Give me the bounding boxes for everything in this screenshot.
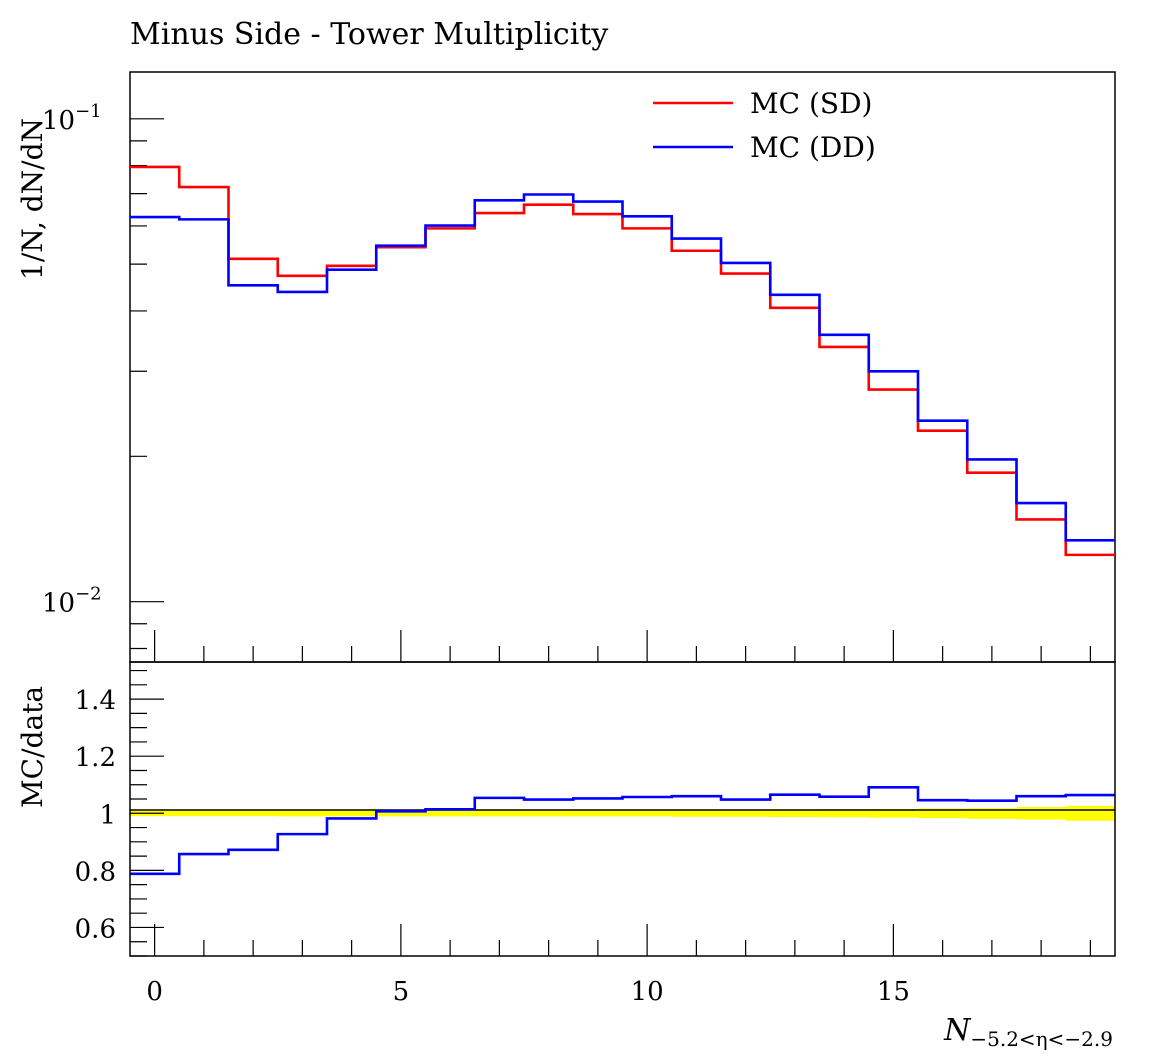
main-y-tick-exp: −2 bbox=[75, 584, 102, 605]
x-tick-label-0: 0 bbox=[146, 977, 163, 1007]
main-series bbox=[130, 165, 1115, 557]
ratio-y-axis-label: MC/data bbox=[16, 686, 49, 808]
ratio-band-area bbox=[130, 805, 1115, 821]
main-y-tick-label-1: 10−2 bbox=[42, 584, 102, 619]
ratio-series bbox=[130, 786, 1115, 876]
ratio-y-tick-label-1.2: 1.2 bbox=[75, 743, 116, 773]
main-y-tick-base: 10 bbox=[42, 106, 75, 136]
ratio-x-ticks bbox=[154, 924, 1091, 956]
main-y-tick-base: 10 bbox=[42, 589, 75, 619]
main-plot-frame bbox=[129, 71, 1116, 663]
legend-label-1: MC (DD) bbox=[750, 131, 876, 164]
ratio-series-line-mc-dd bbox=[130, 786, 1115, 876]
x-axis-label: N−5.2<η<−2.9 bbox=[943, 1013, 1113, 1051]
x-axis-label-sub: −5.2<η<−2.9 bbox=[970, 1027, 1113, 1051]
ratio-y-tick-label-1: 1 bbox=[99, 800, 116, 830]
main-y-axis-label: 1/N, dN/dN bbox=[16, 118, 49, 280]
main-y-tick-labels: 10−110−2 bbox=[42, 101, 102, 619]
x-tick-label-15: 15 bbox=[877, 977, 910, 1007]
main-y-minor-ticks bbox=[130, 118, 164, 650]
ratio-y-ticks bbox=[130, 669, 164, 957]
ratio-y-tick-label-1.4: 1.4 bbox=[75, 686, 116, 716]
chart-title: Minus Side - Tower Multiplicity bbox=[130, 17, 608, 52]
ratio-y-tick-label-0.6: 0.6 bbox=[75, 914, 116, 944]
series-line-mc-sd bbox=[130, 165, 1115, 557]
ratio-plot-frame bbox=[129, 661, 1116, 957]
series-line-mc-dd bbox=[130, 193, 1115, 542]
x-axis-label-main: N bbox=[943, 1013, 972, 1048]
main-y-tick-exp: −1 bbox=[75, 101, 102, 122]
legend: MC (SD) MC (DD) bbox=[653, 87, 876, 164]
main-x-ticks bbox=[154, 630, 1091, 662]
x-tick-label-10: 10 bbox=[631, 977, 664, 1007]
main-y-tick-label-0: 10−1 bbox=[42, 101, 102, 136]
ratio-y-tick-labels: 0.6 0.8 1 1.2 1.4 bbox=[75, 686, 116, 944]
ratio-y-tick-label-0.8: 0.8 bbox=[75, 857, 116, 887]
ratio-uncertainty-band bbox=[130, 805, 1115, 821]
legend-label-0: MC (SD) bbox=[750, 87, 872, 120]
ratio-panel: 0.6 0.8 1 1.2 1.4 0 5 10 15 MC/data N−5.2<η<−2.… bbox=[16, 661, 1116, 1051]
ratio-x-tick-labels: 0 5 10 15 bbox=[146, 977, 910, 1007]
main-panel: 10−110−2 1/N, dN/dN MC (SD)MC (DD) bbox=[16, 71, 1116, 663]
x-tick-label-5: 5 bbox=[393, 977, 410, 1007]
